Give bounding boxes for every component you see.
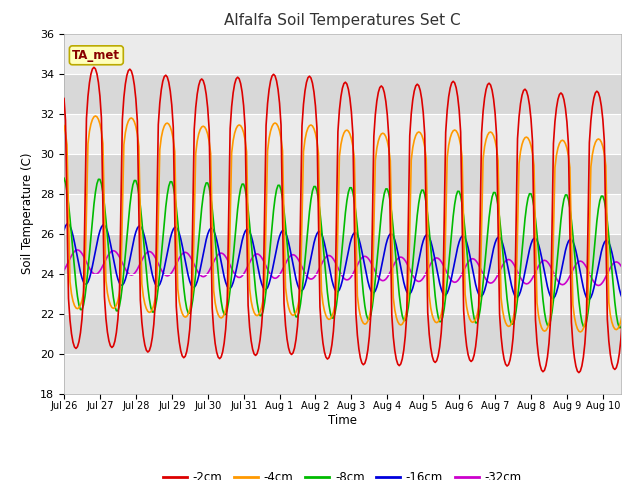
Bar — [64, 354, 621, 394]
Y-axis label: Soil Temperature (C): Soil Temperature (C) — [22, 153, 35, 275]
Bar — [64, 34, 621, 73]
Bar — [64, 234, 621, 274]
X-axis label: Time: Time — [328, 414, 357, 427]
Bar — [64, 154, 621, 193]
Bar — [64, 193, 621, 234]
Text: TA_met: TA_met — [72, 49, 120, 62]
Bar — [64, 313, 621, 354]
Legend: -2cm, -4cm, -8cm, -16cm, -32cm: -2cm, -4cm, -8cm, -16cm, -32cm — [159, 466, 526, 480]
Bar — [64, 114, 621, 154]
Bar — [64, 274, 621, 313]
Title: Alfalfa Soil Temperatures Set C: Alfalfa Soil Temperatures Set C — [224, 13, 461, 28]
Bar — [64, 73, 621, 114]
